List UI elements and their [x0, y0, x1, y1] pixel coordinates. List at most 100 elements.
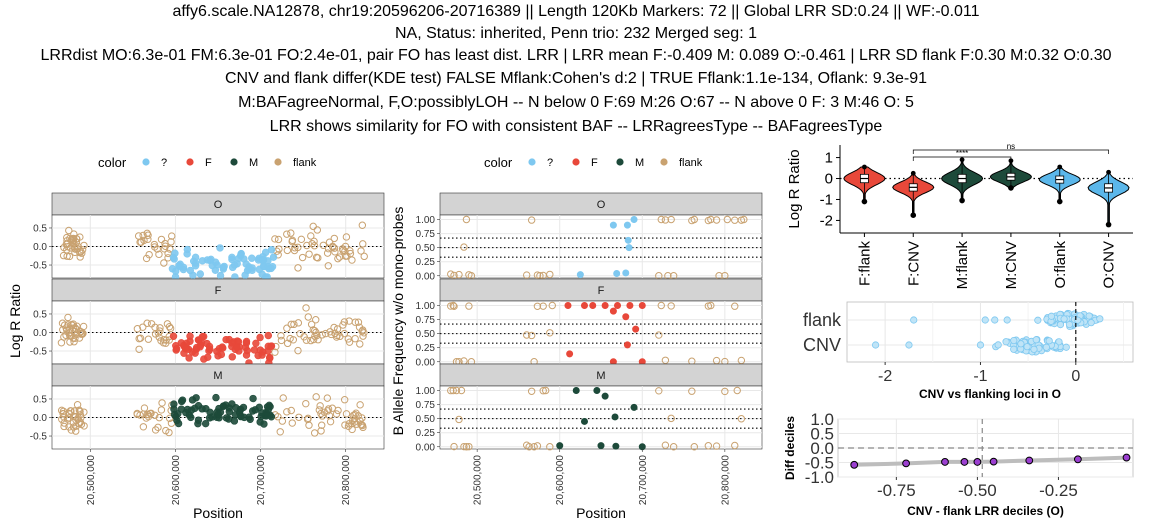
- legend-label-F: F: [205, 157, 212, 169]
- flank-point: [60, 419, 68, 427]
- flank-point: [447, 386, 455, 395]
- cnv-point: [612, 442, 620, 450]
- flank-point: [712, 442, 721, 450]
- flank-point: [533, 302, 542, 310]
- flank-point: [133, 325, 142, 333]
- cnv-point: [264, 342, 272, 351]
- flank-point: [522, 331, 531, 339]
- flank-point: [657, 301, 665, 310]
- flank-point: [69, 334, 77, 342]
- y-tick-label: -1: [820, 191, 833, 208]
- flank-point: [457, 386, 466, 395]
- x-tick-label-M:flank: M:flank: [954, 241, 971, 290]
- flank-point: [707, 215, 715, 224]
- cnv-point: [186, 266, 195, 275]
- cnv-point: [597, 442, 605, 450]
- baf-facet-O: O 1.00 0.75 0.50 0.25 0.00: [416, 192, 763, 282]
- flank-point: [462, 215, 471, 224]
- cnv-point: [609, 307, 617, 315]
- lrr-facet-O: O 0.5 0.0 -0.5: [30, 192, 385, 281]
- strip-point: [1003, 316, 1011, 324]
- facet-strip-label: O: [597, 199, 606, 211]
- flank-point: [156, 324, 164, 332]
- y-tick-label: 1.0: [810, 410, 834, 429]
- flank-point: [71, 413, 80, 421]
- flank-point: [332, 410, 341, 418]
- flank-point: [151, 426, 160, 434]
- flank-point: [737, 356, 746, 365]
- violin-chart: 1 0 -1 -2 Log R Ratio F:flank F:CNV M:flank M:CN…: [786, 142, 1133, 289]
- outlier-O:flank: [1057, 164, 1063, 170]
- flank-point: [313, 331, 321, 340]
- flank-point: [58, 415, 66, 423]
- flank-point: [135, 345, 143, 353]
- flank-point: [167, 238, 175, 246]
- strip-point: [871, 341, 880, 349]
- flank-point: [305, 250, 313, 258]
- outlier-F:flank: [861, 198, 868, 205]
- flank-point: [312, 328, 320, 337]
- y-tick-label: 0.5: [810, 425, 834, 444]
- flank-point: [357, 247, 365, 255]
- x-tick-label: 20,600,000: [555, 455, 566, 505]
- legend-title: color: [98, 155, 127, 170]
- flank-point: [324, 262, 333, 270]
- cnv-point: [580, 417, 588, 425]
- flank-point: [136, 411, 144, 419]
- x-tick-label: -0.75: [877, 481, 916, 500]
- cnv-point: [624, 236, 632, 244]
- flank-point: [134, 232, 143, 240]
- y-tick-label: -1.0: [805, 468, 834, 487]
- strip-point: [1060, 315, 1068, 323]
- facet-panel: [439, 214, 763, 279]
- flank-point: [277, 332, 285, 340]
- flank-point: [157, 337, 165, 345]
- cnv-point: [192, 343, 201, 352]
- flank-point: [533, 442, 542, 450]
- flank-point: [310, 242, 319, 250]
- flank-point: [63, 246, 71, 254]
- flank-point: [317, 421, 326, 429]
- cnv-point: [176, 262, 184, 271]
- flank-point: [289, 336, 298, 344]
- flank-point: [302, 304, 310, 312]
- cnv-point: [252, 339, 260, 348]
- cnv-point: [213, 347, 221, 356]
- cnv-point: [626, 301, 634, 309]
- x-tick-label-F:CNV: F:CNV: [905, 241, 922, 286]
- y-tick-label: -2: [820, 212, 833, 229]
- cnv-point: [228, 255, 236, 264]
- strip-point: [1055, 338, 1063, 346]
- flank-point: [295, 413, 303, 421]
- flank-point: [291, 244, 299, 252]
- decile-point: [1025, 456, 1034, 465]
- flank-point: [155, 250, 163, 259]
- flank-point: [731, 302, 739, 310]
- lrr-y-axis-title: Log R Ratio: [7, 284, 23, 358]
- y-tick-label: 0.00: [416, 357, 436, 368]
- x-tick-label: -1: [973, 368, 987, 385]
- flank-point: [334, 406, 342, 415]
- flank-point: [310, 237, 318, 246]
- flank-point: [455, 270, 463, 279]
- y-tick-label: 0.00: [416, 271, 436, 282]
- cnv-point: [183, 405, 192, 414]
- strip-category-CNV: CNV: [803, 335, 841, 355]
- cnv-point: [220, 262, 228, 271]
- cnv-point: [198, 333, 207, 341]
- legend-label-M: M: [635, 157, 644, 169]
- flank-point: [455, 415, 463, 424]
- flank-point: [278, 417, 287, 425]
- y-tick-label: 0.75: [416, 229, 436, 240]
- x-tick-label: 20,600,000: [171, 455, 182, 505]
- flank-point: [340, 318, 349, 326]
- strip-chart: flank CNV -2 -1 0 CNV vs flanking loci in O: [803, 301, 1134, 401]
- flank-point: [65, 226, 73, 235]
- decile-chart: 1.00.50.0-0.5-1.0 -0.75 -0.50 -0.25 CNV - fl…: [783, 410, 1134, 518]
- strip-point: [905, 341, 913, 349]
- outlier-F:CNV: [910, 212, 917, 218]
- flank-point: [546, 443, 554, 451]
- legend-label-unknown: ?: [161, 157, 167, 169]
- outlier-M:flank: [959, 197, 965, 204]
- flank-point: [341, 252, 350, 260]
